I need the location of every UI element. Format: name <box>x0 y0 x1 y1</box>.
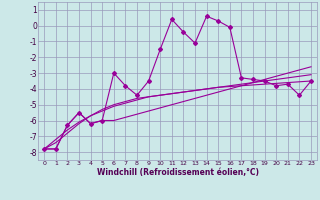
X-axis label: Windchill (Refroidissement éolien,°C): Windchill (Refroidissement éolien,°C) <box>97 168 259 177</box>
